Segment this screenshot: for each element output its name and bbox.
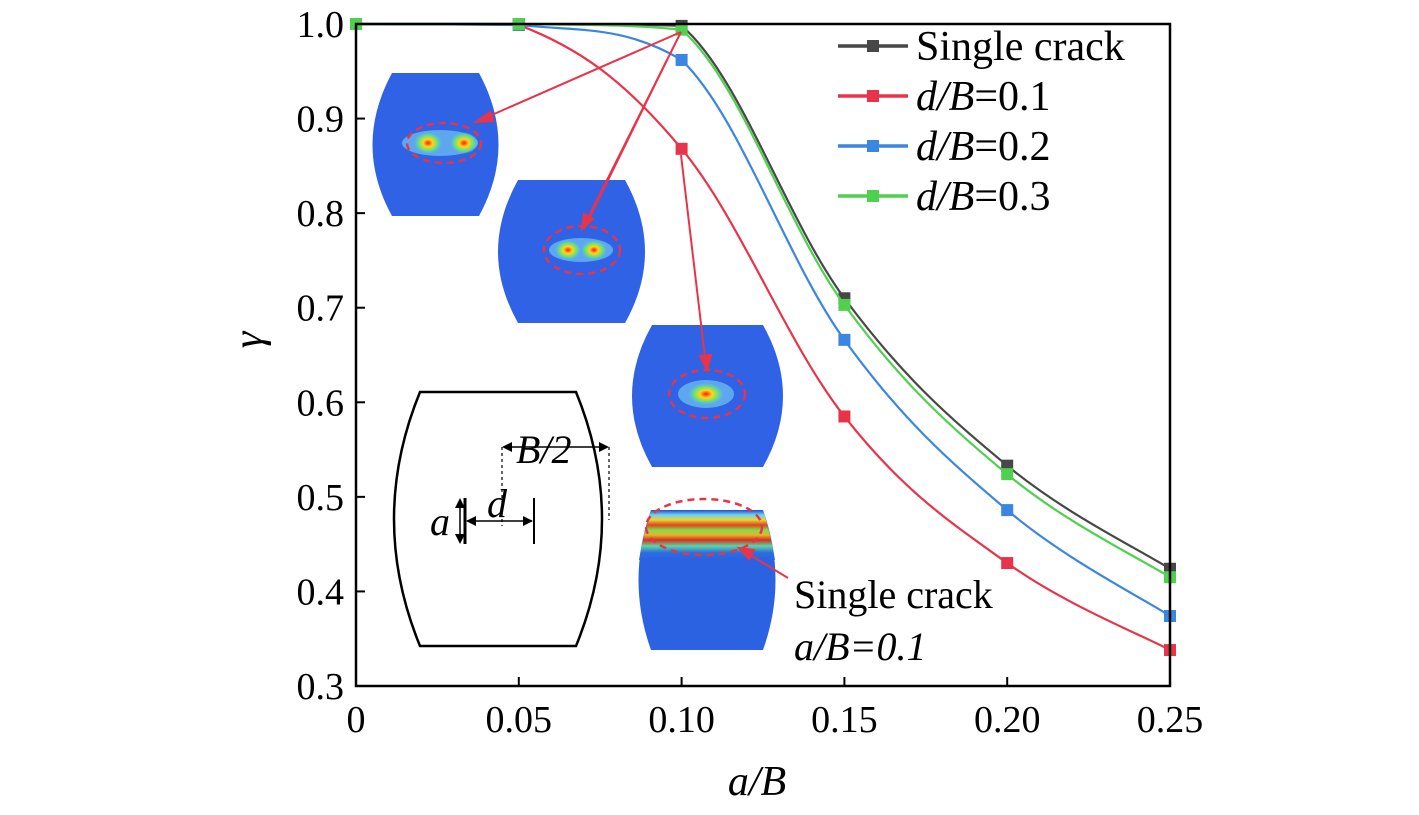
legend-swatch-marker [867, 90, 879, 102]
legend-swatch-marker [867, 40, 879, 52]
schematic-crack-label: a [430, 499, 450, 544]
data-point [838, 298, 851, 311]
y-tick-label: 0.4 [297, 571, 345, 613]
specimen-schematic: B/2 a d [392, 390, 610, 648]
legend-label: d/B=0.1 [916, 74, 1051, 120]
ticks-layer: 0 0.05 0.10 0.15 0.20 0.25 0.3 0.4 0.5 0.6 0.7 0.8 0… [297, 4, 1204, 741]
data-point [1001, 468, 1014, 481]
legend-item: d/B=0.1 [838, 74, 1051, 120]
legend-label: Single crack [916, 24, 1125, 70]
contour-inset-d01 [372, 73, 499, 216]
data-point [675, 142, 688, 155]
x-tick-label: 0.05 [486, 699, 553, 741]
data-point [838, 333, 851, 346]
legend-item: Single crack [838, 24, 1125, 70]
data-point [675, 53, 688, 66]
x-tick-label: 0.20 [974, 699, 1041, 741]
y-tick-label: 0.9 [297, 99, 345, 141]
single-crack-annotation-line1: Single crack [794, 572, 993, 617]
legend-item: d/B=0.2 [838, 124, 1051, 170]
y-tick-label: 1.0 [297, 4, 345, 46]
y-tick-label: 0.8 [297, 193, 345, 235]
schematic-half-width-label: B/2 [516, 427, 572, 472]
plot-frame [354, 22, 1172, 688]
legend-swatch-marker [867, 190, 879, 202]
x-tick-label: 0.10 [648, 699, 715, 741]
y-tick-label: 0.6 [297, 382, 345, 424]
legend-label: d/B=0.3 [916, 174, 1051, 220]
data-point [838, 410, 851, 423]
data-point [1001, 557, 1014, 570]
x-axis-title: a/B [728, 759, 786, 805]
annotation-arrows [472, 31, 789, 579]
y-axis-title: γ [226, 330, 272, 348]
y-tick-label: 0.5 [297, 477, 345, 519]
legend-swatch-marker [867, 140, 879, 152]
data-point [1001, 504, 1014, 517]
contour-inset-d02 [498, 180, 645, 323]
contour-inset-single-crack [638, 497, 776, 650]
legend-item: d/B=0.3 [838, 174, 1051, 220]
schematic-distance-label: d [487, 481, 508, 526]
x-tick-label: 0.15 [811, 699, 878, 741]
x-tick-label: 0 [347, 699, 366, 741]
x-tick-label: 0.25 [1137, 699, 1204, 741]
legend-label: d/B=0.2 [916, 124, 1051, 170]
contour-inset-d03 [632, 325, 783, 467]
y-tick-label: 0.7 [297, 288, 345, 330]
single-crack-annotation-line2: a/B=0.1 [794, 624, 927, 669]
y-tick-label: 0.3 [297, 666, 345, 708]
